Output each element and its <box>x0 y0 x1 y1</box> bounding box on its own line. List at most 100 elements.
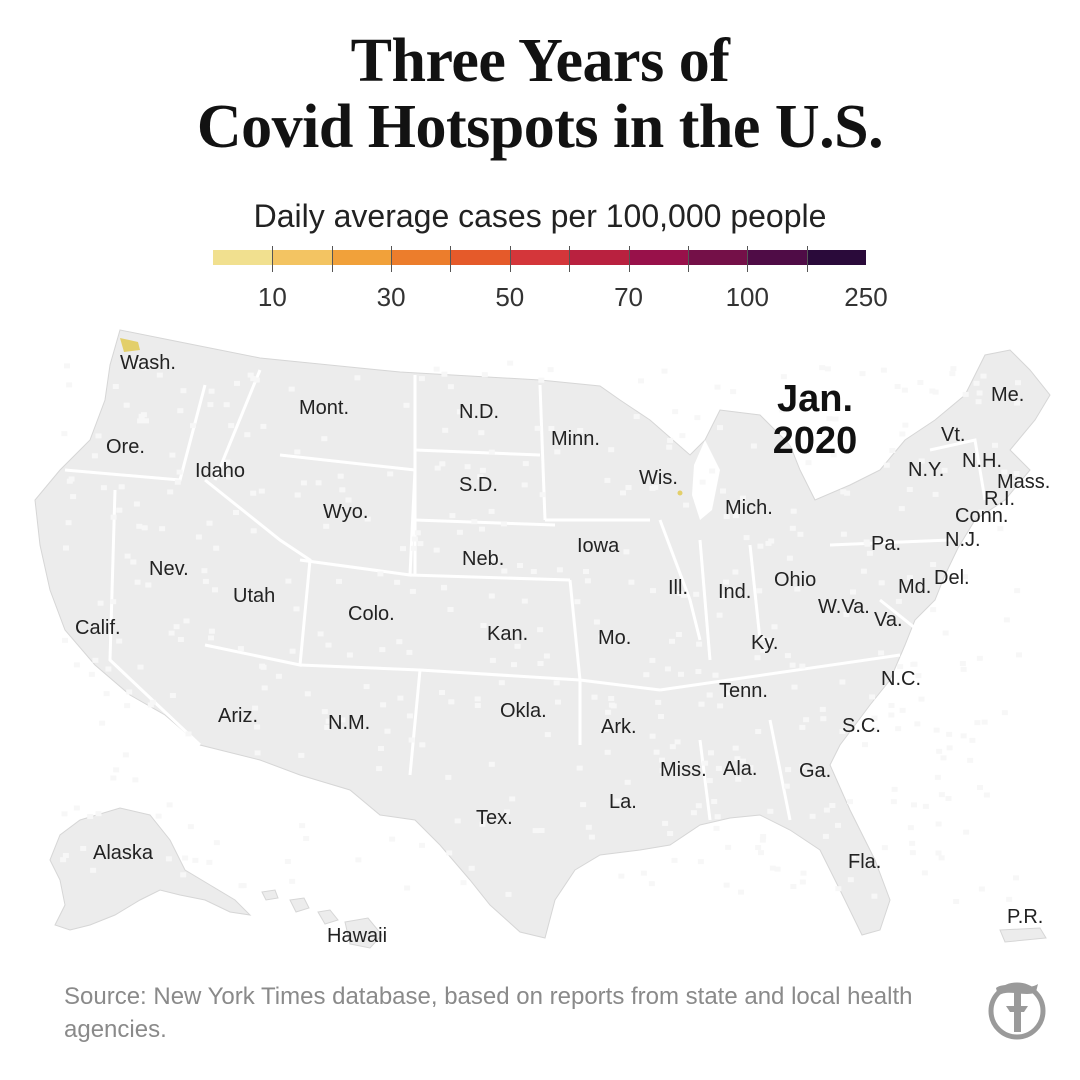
county-speckle <box>910 661 917 667</box>
county-speckle <box>441 371 448 377</box>
county-speckle <box>840 489 847 495</box>
legend-tick <box>628 246 630 272</box>
county-speckle <box>481 372 488 378</box>
county-speckle <box>289 878 296 884</box>
county-speckle <box>445 774 452 780</box>
county-speckle <box>141 525 148 531</box>
county-speckle <box>580 802 587 808</box>
county-speckle <box>942 630 949 636</box>
county-speckle <box>723 579 730 585</box>
state-label: S.C. <box>842 715 881 737</box>
state-label: P.R. <box>1007 906 1044 928</box>
county-speckle <box>933 727 940 733</box>
state-label: Hawaii <box>327 925 388 947</box>
county-speckle <box>915 673 922 679</box>
county-speckle <box>977 785 983 790</box>
county-speckle <box>410 545 417 551</box>
county-speckle <box>576 765 583 771</box>
state-label: Nev. <box>149 558 189 580</box>
county-speckle <box>454 818 461 824</box>
county-speckle <box>706 692 713 698</box>
county-speckle <box>126 689 133 695</box>
county-speckle <box>294 492 301 498</box>
county-speckle <box>1013 471 1020 476</box>
county-speckle <box>694 415 701 421</box>
county-speckle <box>962 391 969 397</box>
map-shapes <box>34 329 1051 949</box>
county-speckle <box>608 447 615 453</box>
county-speckle <box>829 803 836 808</box>
county-speckle <box>730 389 737 395</box>
county-speckle <box>507 360 514 366</box>
legend-swatch <box>806 250 867 265</box>
county-speckle <box>662 820 669 826</box>
date-month: Jan. <box>776 378 854 420</box>
county-speckle <box>664 666 671 672</box>
county-speckle <box>137 418 144 424</box>
county-speckle <box>585 824 592 830</box>
county-speckle <box>976 390 983 396</box>
county-speckle <box>941 467 948 473</box>
county-speckle <box>643 672 650 678</box>
county-speckle <box>183 618 190 624</box>
county-speckle <box>180 388 187 394</box>
county-speckle <box>758 850 764 856</box>
county-speckle <box>207 402 214 408</box>
county-speckle <box>339 487 346 493</box>
county-speckle <box>740 758 746 764</box>
county-speckle <box>871 893 878 899</box>
county-speckle <box>859 371 866 377</box>
county-speckle <box>285 578 292 584</box>
county-speckle <box>384 728 391 734</box>
county-speckle <box>725 844 732 850</box>
county-speckle <box>110 514 117 520</box>
county-speckle <box>980 373 987 379</box>
legend-swatch <box>509 250 570 265</box>
county-speckle <box>133 501 140 507</box>
county-speckle <box>791 684 798 690</box>
county-speckle <box>168 630 175 636</box>
county-speckle <box>447 384 454 390</box>
county-speckle <box>706 778 713 784</box>
county-speckle <box>400 546 406 552</box>
county-speckle <box>735 776 742 782</box>
county-speckle <box>130 559 137 565</box>
county-speckle <box>757 543 764 549</box>
county-speckle <box>521 482 528 488</box>
county-speckle <box>105 666 112 672</box>
county-speckle <box>934 774 941 780</box>
alaska-shape <box>49 807 252 931</box>
county-speckle <box>346 652 353 658</box>
county-speckle <box>62 853 69 858</box>
legend-tick-label: 50 <box>495 282 525 312</box>
county-speckle <box>447 607 454 612</box>
county-speckles <box>60 360 1023 904</box>
county-speckle <box>712 672 719 678</box>
legend-tick <box>569 246 571 272</box>
county-speckle <box>1006 896 1013 902</box>
county-speckle <box>839 679 846 685</box>
county-speckle <box>134 579 141 585</box>
county-speckle <box>784 653 791 659</box>
county-speckle <box>822 833 829 839</box>
county-speckle <box>717 703 724 709</box>
county-speckle <box>889 448 896 453</box>
county-speckle <box>623 549 630 555</box>
county-speckle <box>250 528 257 534</box>
county-speckle <box>661 368 668 374</box>
page-title-line-2: Covid Hotspots in the U.S. <box>196 93 884 161</box>
county-speckle <box>73 662 80 668</box>
county-speckle <box>87 814 94 819</box>
county-speckle <box>468 865 475 871</box>
county-speckle <box>895 726 902 732</box>
county-speckle <box>921 870 928 876</box>
legend-tick <box>509 246 511 272</box>
county-speckle <box>906 487 913 492</box>
county-speckle <box>238 883 245 889</box>
county-speckle <box>714 384 721 390</box>
county-speckle <box>304 691 311 697</box>
county-speckle <box>141 365 148 371</box>
color-legend: 10 30 50 70 100 250 <box>213 246 888 312</box>
county-speckle <box>380 702 387 708</box>
